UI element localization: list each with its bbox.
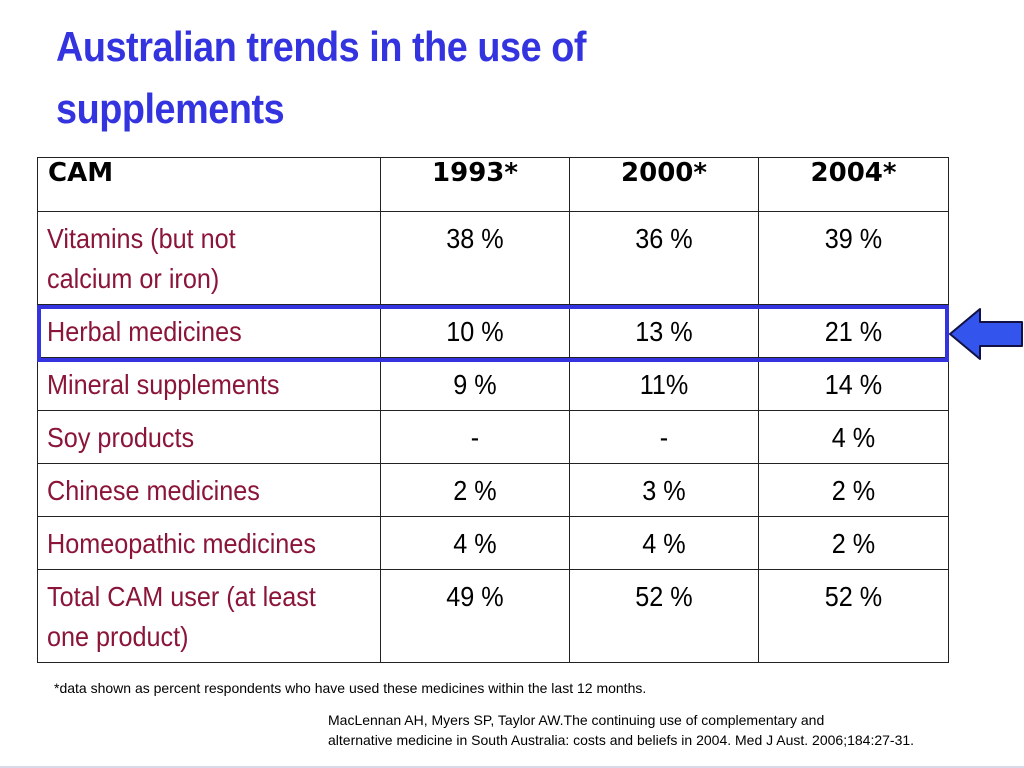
row-label: Herbal medicines [47, 316, 242, 347]
table-header-row: CAM 1993* 2000* 2004* [37, 157, 949, 212]
left-arrow-icon [949, 308, 1023, 360]
table-row-vitamins: Vitamins (but not calcium or iron) 38 % … [37, 211, 949, 305]
row-label: Vitamins (but not calcium or iron) [38, 212, 380, 299]
cell-2004: 52 % [824, 581, 883, 612]
cell-2000: 52 % [635, 581, 693, 612]
citation: MacLennan AH, Myers SP, Taylor AW.The co… [328, 710, 1024, 750]
table-row-total-cam-user: Total CAM user (at least one product) 49… [37, 569, 949, 663]
row-label-line: Vitamins (but not [47, 223, 236, 254]
row-label: Total CAM user (at least one product) [38, 570, 380, 657]
citation-line-2: alternative medicine in South Australia:… [328, 732, 915, 748]
cell-1993: 10 % [446, 316, 504, 347]
cell-2004: 2 % [831, 528, 876, 559]
title-line-2: supplements [56, 85, 285, 132]
cell-2004: 4 % [831, 422, 876, 453]
cell-2000: 3 % [642, 475, 686, 506]
row-label: Mineral supplements [47, 369, 280, 400]
cell-2004: 14 % [824, 369, 883, 400]
column-header-2004: 2004* [758, 157, 949, 212]
cell-2004: 21 % [824, 316, 883, 347]
cell-2000: - [659, 422, 669, 453]
citation-line-1: MacLennan AH, Myers SP, Taylor AW.The co… [328, 712, 825, 728]
table-row-homeopathic-medicines: Homeopathic medicines 4 % 4 % 2 % [37, 516, 949, 570]
table-row-herbal-medicines: Herbal medicines 10 % 13 % 21 % [37, 304, 949, 358]
cell-1993: 38 % [446, 223, 504, 254]
row-label-line: one product) [47, 621, 189, 652]
cam-usage-table: CAM 1993* 2000* 2004* Vitamins (but not … [37, 157, 949, 663]
row-label: Homeopathic medicines [47, 528, 316, 559]
cell-2000: 11% [639, 369, 689, 400]
cell-2004: 39 % [824, 223, 883, 254]
row-label: Soy products [47, 422, 195, 453]
arrow-shape [949, 308, 1023, 360]
title-line-1: Australian trends in the use of [56, 23, 587, 70]
table-row-mineral-supplements: Mineral supplements 9 % 11% 14 % [37, 357, 949, 411]
cell-2004: 2 % [831, 475, 876, 506]
table-row-soy-products: Soy products - - 4 % [37, 410, 949, 464]
row-label-line: calcium or iron) [47, 263, 220, 294]
cell-2000: 4 % [642, 528, 686, 559]
column-header-cam: CAM [37, 157, 381, 212]
table-row-chinese-medicines: Chinese medicines 2 % 3 % 2 % [37, 463, 949, 517]
row-label: Chinese medicines [47, 475, 260, 506]
row-label-line: Total CAM user (at least [47, 581, 316, 612]
slide-title: Australian trends in the use of suppleme… [56, 16, 740, 140]
cell-1993: 9 % [453, 369, 497, 400]
cell-1993: - [470, 422, 480, 453]
cell-2000: 13 % [635, 316, 693, 347]
cell-1993: 4 % [453, 528, 497, 559]
footnote: *data shown as percent respondents who h… [54, 680, 647, 696]
cell-1993: 49 % [446, 581, 504, 612]
column-header-2000: 2000* [569, 157, 759, 212]
cell-2000: 36 % [635, 223, 693, 254]
column-header-1993: 1993* [380, 157, 570, 212]
bottom-rule [0, 766, 1024, 768]
cell-1993: 2 % [453, 475, 497, 506]
